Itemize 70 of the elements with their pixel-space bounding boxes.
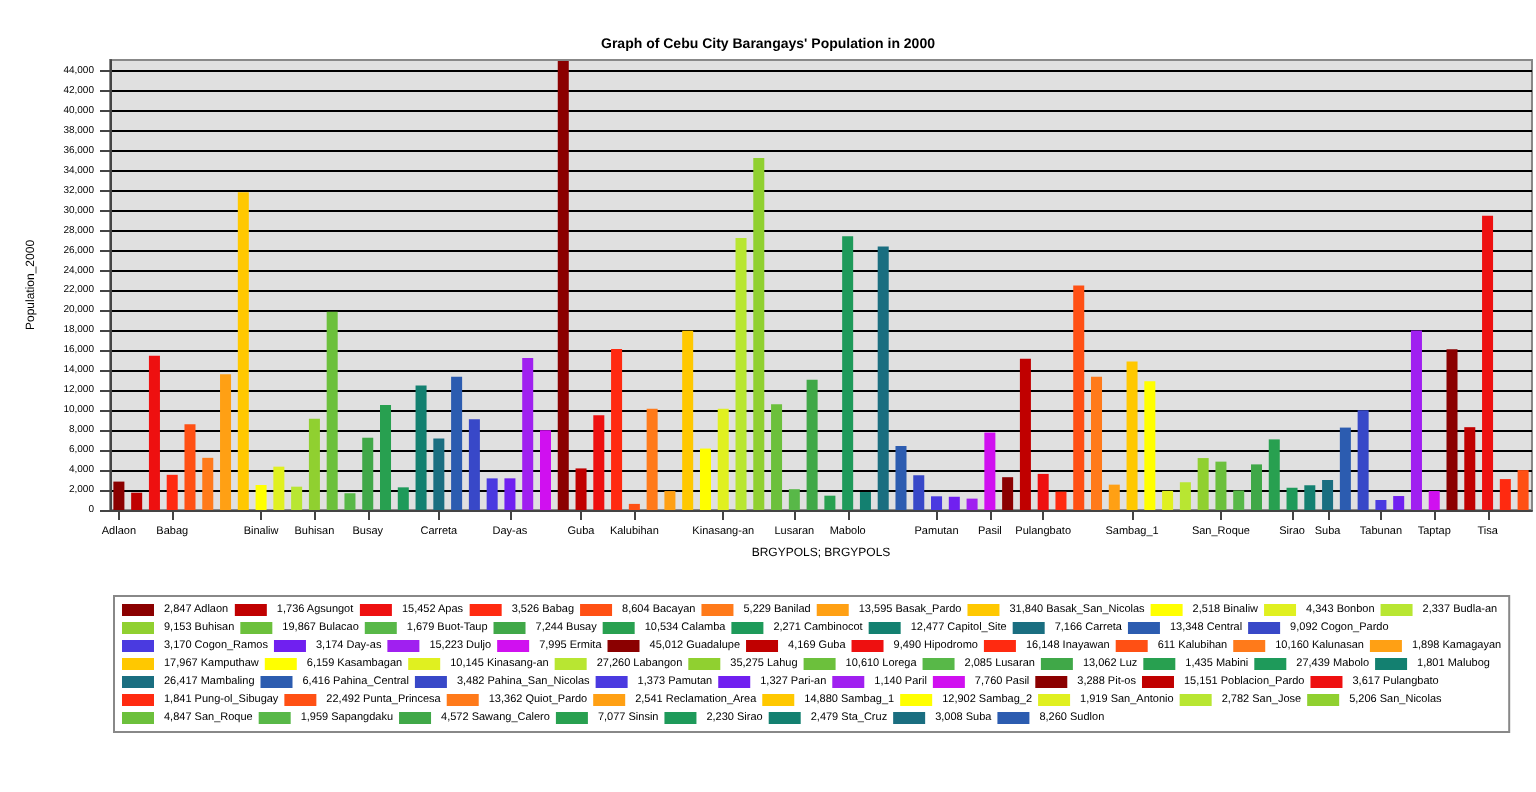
- bar: [824, 495, 836, 510]
- bar: [504, 478, 516, 510]
- bar: [788, 489, 800, 510]
- bar: [237, 192, 249, 510]
- bar: [1197, 458, 1209, 510]
- bar: [380, 404, 392, 510]
- bar: [1037, 473, 1049, 510]
- bar: [1215, 461, 1227, 510]
- bar: [611, 348, 623, 510]
- bar: [913, 475, 925, 510]
- bar: [1322, 479, 1334, 510]
- bar: [1002, 477, 1014, 510]
- bar: [166, 474, 178, 510]
- bar: [291, 486, 303, 510]
- bar: [895, 445, 907, 510]
- bar: [806, 379, 818, 510]
- bar: [1126, 361, 1138, 510]
- bar: [557, 60, 569, 510]
- bar: [948, 496, 960, 510]
- bar: [1286, 487, 1298, 510]
- bar: [717, 408, 729, 510]
- bar: [202, 457, 214, 510]
- bar: [1233, 490, 1245, 510]
- bar: [344, 493, 356, 510]
- bar: [362, 437, 374, 510]
- bar: [753, 158, 765, 510]
- bar: [1019, 358, 1031, 510]
- bar: [539, 430, 551, 510]
- bar: [931, 496, 943, 510]
- bar: [113, 481, 125, 510]
- bar: [1179, 482, 1191, 510]
- bar: [984, 432, 996, 510]
- bar: [1162, 490, 1174, 510]
- bar: [1339, 427, 1351, 510]
- bar: [1055, 491, 1067, 510]
- bar: [842, 236, 854, 510]
- bar: [522, 358, 534, 510]
- bar: [148, 355, 160, 510]
- bar: [468, 419, 480, 510]
- bar: [255, 484, 267, 510]
- bar: [859, 492, 871, 510]
- bar: [1250, 464, 1262, 510]
- bar: [699, 448, 711, 510]
- bar: [184, 424, 196, 510]
- bar: [877, 246, 889, 510]
- bar: [1091, 376, 1103, 510]
- bar: [131, 492, 143, 510]
- bar: [308, 418, 320, 510]
- bar: [486, 478, 498, 510]
- bar: [575, 468, 587, 510]
- bar: [273, 466, 285, 510]
- bar: [735, 238, 747, 510]
- bar: [415, 385, 427, 510]
- bar: [628, 503, 640, 510]
- bar: [664, 491, 676, 510]
- bar: [326, 311, 338, 510]
- bar: [682, 330, 694, 510]
- bar: [220, 374, 232, 510]
- bar: [966, 498, 978, 510]
- bar: [771, 404, 783, 510]
- bar: [646, 408, 658, 510]
- bar: [1304, 485, 1316, 510]
- bar: [1108, 484, 1120, 510]
- bar: [1268, 439, 1280, 510]
- bar: [433, 438, 445, 510]
- bar: [593, 415, 605, 510]
- bar: [1144, 381, 1156, 510]
- bar: [1073, 285, 1085, 510]
- bar: [451, 376, 463, 510]
- bar: [397, 487, 409, 510]
